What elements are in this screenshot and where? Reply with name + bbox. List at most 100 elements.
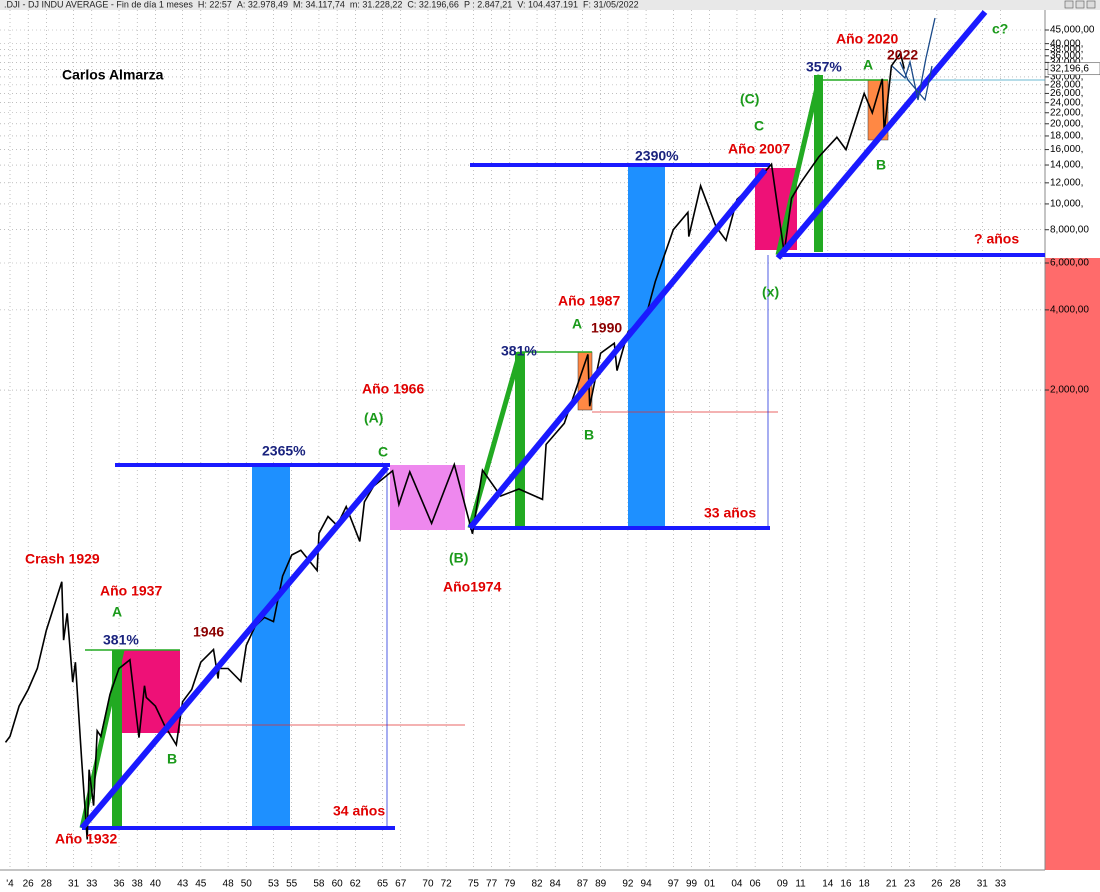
annotation: Crash 1929 [25,551,100,567]
annotation: C [378,444,388,460]
x-tick-label: 60 [332,879,344,890]
y-tick-label: 2,000,00 [1050,385,1089,396]
annotation: (A) [364,410,383,426]
x-tick-label: 40 [150,879,162,890]
window-button[interactable] [1075,0,1085,9]
axis-panel [1045,258,1100,870]
x-tick-label: 58 [313,879,325,890]
y-tick-label: 20,000, [1050,118,1083,129]
annotation: B [584,427,594,443]
trendline [79,465,390,830]
header-stat: F: 31/05/2022 [583,0,639,9]
x-tick-label: 48 [223,879,235,890]
annotation: ? años [974,231,1019,247]
header-stat: H: 22:57 [198,0,232,9]
x-tick-label: 09 [777,879,789,890]
header-title: .DJI - DJ INDU AVERAGE - Fin de día 1 me… [4,0,193,9]
y-tick-label: 12,000, [1050,177,1083,188]
x-tick-label: 97 [668,879,680,890]
annotation: (x) [762,284,779,300]
annotation: A [863,57,873,73]
y-tick-label: 22,000, [1050,107,1083,118]
header-stat: V: 104.437.191 [517,0,578,9]
annotations-shapes [79,74,1045,830]
x-tick-label: 26 [23,879,35,890]
x-tick-label: 87 [577,879,589,890]
annotation: B [167,751,177,767]
annotation: 381% [501,343,537,359]
annotation: 381% [103,632,139,648]
x-tick-label: 31 [68,879,80,890]
y-tick-label: 38,000, [1050,44,1083,55]
annotation: 2390% [635,148,679,164]
x-tick-label: 23 [904,879,916,890]
last-price-label: 32,196,6 [1050,63,1089,74]
projection [891,17,936,101]
annotation: Año 2007 [728,141,790,157]
header-stat: C: 32.196,66 [407,0,459,9]
annotation: c? [992,21,1008,37]
annotation: Año 2020 [836,31,898,47]
green-bar [515,352,525,528]
annotation: Año 1932 [55,831,117,847]
header-bar [0,0,1100,10]
y-tick-label: 28,000, [1050,80,1083,91]
annotation: 33 años [704,505,756,521]
x-tick-label: 53 [268,879,280,890]
x-tick-label: 65 [377,879,389,890]
x-tick-label: 21 [886,879,898,890]
trendline [775,10,988,260]
x-tick-label: 31 [977,879,989,890]
x-tick-label: 28 [41,879,53,890]
window-button[interactable] [1086,0,1096,9]
x-tick-label: 18 [859,879,871,890]
y-tick-label: 4,000,00 [1050,305,1089,316]
x-tick-label: 77 [486,879,498,890]
blue-bar [252,465,290,828]
x-tick-label: 01 [704,879,716,890]
annotation: (B) [449,550,468,566]
y-tick-label: 36,000, [1050,50,1083,61]
x-tick-label: 62 [350,879,362,890]
x-tick-label: '4 [6,879,14,890]
green-bar [112,650,122,828]
annotation: Año1974 [443,579,502,595]
y-tick-label: 24,000, [1050,97,1083,108]
y-tick-label: 45,000,00 [1050,25,1095,36]
annotation: B [876,157,886,173]
header: .DJI - DJ INDU AVERAGE - Fin de día 1 me… [4,0,639,9]
y-tick-label: 8,000,00 [1050,224,1089,235]
x-tick-label: 43 [177,879,189,890]
x-tick-label: 04 [731,879,743,890]
projection [899,61,933,102]
header-stat: P : 2.847,21 [464,0,512,9]
header-stat: m: 31.228,22 [350,0,403,9]
annotation: Carlos Almarza [62,67,164,83]
window-button[interactable] [1064,0,1074,9]
green-bar [814,75,823,252]
blue-bar [628,165,665,528]
y-tick-label: 30,000, [1050,72,1083,83]
annotation: Año 1937 [100,583,162,599]
y-tick-label: 40,000, [1050,38,1083,49]
x-tick-label: 06 [750,879,762,890]
annotation: 1946 [193,624,224,640]
x-tick-label: 50 [241,879,253,890]
x-tick-label: 14 [822,879,834,890]
x-tick-label: 45 [195,879,207,890]
annotation: Año 1987 [558,293,620,309]
x-tick-label: 84 [550,879,562,890]
y-tick-label: 16,000, [1050,144,1083,155]
x-tick-label: 99 [686,879,698,890]
x-tick-label: 28 [949,879,961,890]
violet-box [390,465,465,530]
x-tick-label: 79 [504,879,516,890]
y-tick-label: 18,000, [1050,131,1083,142]
annotation: Año 1966 [362,381,424,397]
x-tick-label: 55 [286,879,298,890]
x-tick-label: 89 [595,879,607,890]
y-tick-label: 6,000,00 [1050,258,1089,269]
y-tick-label: 26,000, [1050,88,1083,99]
